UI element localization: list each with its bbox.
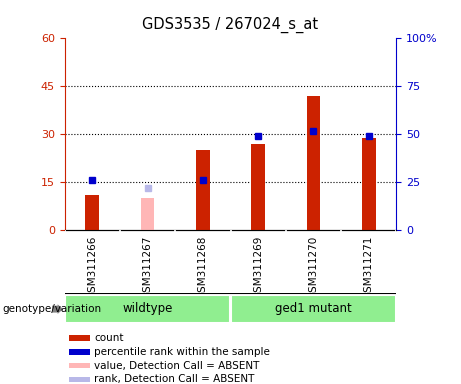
Bar bbox=[69, 335, 90, 341]
Text: GSM311266: GSM311266 bbox=[87, 235, 97, 299]
Bar bbox=[231, 295, 396, 323]
Text: genotype/variation: genotype/variation bbox=[2, 304, 101, 314]
Bar bbox=[69, 362, 90, 369]
Text: ged1 mutant: ged1 mutant bbox=[275, 302, 352, 315]
Bar bbox=[251, 144, 265, 230]
Bar bbox=[362, 137, 376, 230]
Text: count: count bbox=[95, 333, 124, 343]
Text: wildtype: wildtype bbox=[122, 302, 173, 315]
Text: GSM311270: GSM311270 bbox=[308, 235, 319, 299]
Bar bbox=[307, 96, 320, 230]
Text: GSM311271: GSM311271 bbox=[364, 235, 374, 299]
Text: GSM311267: GSM311267 bbox=[142, 235, 153, 299]
Bar bbox=[65, 295, 230, 323]
Text: rank, Detection Call = ABSENT: rank, Detection Call = ABSENT bbox=[95, 374, 254, 384]
Text: percentile rank within the sample: percentile rank within the sample bbox=[95, 347, 270, 357]
Text: value, Detection Call = ABSENT: value, Detection Call = ABSENT bbox=[95, 361, 260, 371]
Bar bbox=[85, 195, 99, 230]
Bar bbox=[141, 199, 154, 230]
Bar bbox=[69, 349, 90, 355]
Bar bbox=[196, 151, 210, 230]
Text: GSM311268: GSM311268 bbox=[198, 235, 208, 299]
Bar bbox=[69, 376, 90, 382]
Text: GSM311269: GSM311269 bbox=[253, 235, 263, 299]
Text: GDS3535 / 267024_s_at: GDS3535 / 267024_s_at bbox=[142, 17, 319, 33]
